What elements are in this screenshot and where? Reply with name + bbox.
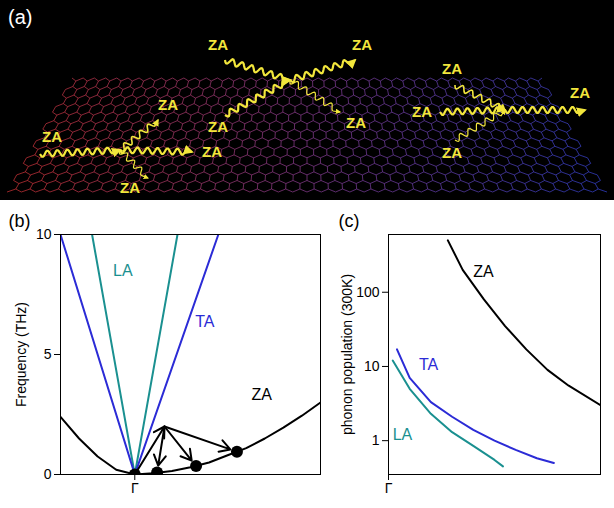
svg-text:TA: TA	[195, 313, 215, 330]
svg-text:LA: LA	[393, 426, 413, 443]
svg-text:ZA: ZA	[412, 103, 432, 120]
svg-text:TA: TA	[419, 356, 439, 373]
svg-text:ZA: ZA	[42, 128, 62, 145]
svg-text:ZA: ZA	[158, 96, 178, 113]
svg-text:ZA: ZA	[442, 60, 462, 77]
svg-text:ZA: ZA	[442, 144, 462, 161]
svg-text:ZA: ZA	[208, 118, 228, 135]
svg-text:ZA: ZA	[473, 263, 494, 280]
svg-text:ZA: ZA	[252, 386, 273, 403]
svg-text:Γ: Γ	[131, 480, 139, 496]
svg-text:ZA: ZA	[570, 84, 590, 101]
svg-text:5: 5	[44, 346, 52, 362]
svg-text:0: 0	[44, 466, 52, 482]
svg-text:10: 10	[364, 358, 380, 374]
svg-text:(c): (c)	[339, 211, 360, 231]
svg-text:ZA: ZA	[208, 36, 228, 53]
svg-text:1: 1	[372, 432, 380, 448]
svg-text:LA: LA	[113, 262, 133, 279]
svg-text:ZA: ZA	[202, 143, 222, 160]
svg-text:Γ: Γ	[385, 480, 393, 496]
svg-text:ZA: ZA	[120, 179, 140, 196]
svg-text:(b): (b)	[9, 211, 31, 231]
svg-text:100: 100	[356, 284, 380, 300]
svg-text:Frequency (THz): Frequency (THz)	[13, 302, 29, 407]
svg-text:ZA: ZA	[352, 36, 372, 53]
svg-text:(a): (a)	[8, 6, 32, 28]
svg-text:phonon population (300K): phonon population (300K)	[339, 274, 355, 435]
svg-text:10: 10	[36, 226, 52, 242]
svg-text:ZA: ZA	[346, 114, 366, 131]
